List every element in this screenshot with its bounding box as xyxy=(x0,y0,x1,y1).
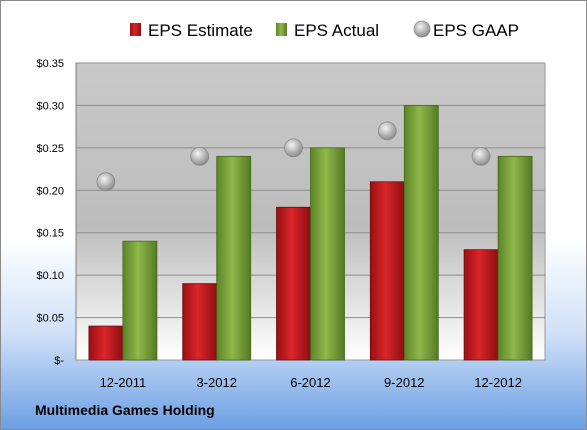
x-axis: 12-2011 3-2012 6-2012 9-2012 12-2012 xyxy=(100,375,522,390)
x-tick-label: 12-2012 xyxy=(474,375,522,390)
bar-eps-actual xyxy=(122,240,158,361)
y-axis: $- $0.05 $0.10 $0.15 $0.20 $0.25 $0.30 $0.35 xyxy=(36,58,77,367)
y-tick-label: $0.10 xyxy=(36,270,64,282)
legend-label: EPS Estimate xyxy=(148,21,253,40)
y-tick-label: $0.15 xyxy=(36,228,64,240)
marker-eps-gaap xyxy=(190,146,210,166)
bars xyxy=(88,105,533,361)
marker-eps-gaap xyxy=(377,121,397,141)
gaap-markers xyxy=(96,121,491,192)
bar-eps-actual xyxy=(403,105,439,361)
y-tick-label: $0.20 xyxy=(36,185,64,197)
bar-eps-estimate xyxy=(276,206,311,361)
marker-eps-gaap xyxy=(96,172,116,192)
legend: EPS Estimate EPS Actual EPS GAAP xyxy=(130,20,519,40)
y-tick-label: $0.35 xyxy=(36,58,64,70)
legend-swatch xyxy=(130,23,141,36)
bar-eps-estimate xyxy=(88,325,124,361)
y-tick-label: $0.30 xyxy=(36,100,64,112)
y-tick-label: $- xyxy=(54,355,64,367)
bar-eps-actual xyxy=(216,155,252,361)
bar-eps-actual xyxy=(497,155,533,361)
marker-eps-gaap xyxy=(284,138,303,158)
bar-eps-estimate xyxy=(463,249,499,361)
x-tick-label: 3-2012 xyxy=(196,375,236,390)
bar-eps-estimate xyxy=(182,283,218,361)
bar-eps-estimate xyxy=(369,181,405,361)
legend-swatch xyxy=(413,20,431,38)
legend-label: EPS Actual xyxy=(294,21,379,40)
marker-eps-gaap xyxy=(471,146,491,166)
x-tick-label: 12-2011 xyxy=(100,375,147,390)
y-tick-label: $0.05 xyxy=(36,313,64,325)
company-name: Multimedia Games Holding xyxy=(35,402,215,418)
y-tick-label: $0.25 xyxy=(36,143,64,155)
legend-label: EPS GAAP xyxy=(433,21,519,40)
legend-swatch xyxy=(276,23,287,36)
x-tick-label: 6-2012 xyxy=(290,375,330,390)
bar-eps-actual xyxy=(310,147,345,361)
x-tick-label: 9-2012 xyxy=(384,375,424,390)
